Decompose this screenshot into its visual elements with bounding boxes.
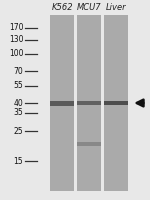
Bar (50, 101, 74, 106)
Text: 15: 15 (14, 156, 23, 166)
Text: 130: 130 (9, 36, 23, 45)
Text: MCU7: MCU7 (77, 3, 102, 12)
Text: 100: 100 (9, 49, 23, 58)
Text: 35: 35 (14, 108, 23, 117)
Bar (104, 15, 128, 191)
Bar (77, 101, 101, 105)
Bar (77, 15, 101, 191)
Text: K562: K562 (51, 3, 73, 12)
Text: 70: 70 (14, 66, 23, 75)
Text: 55: 55 (14, 82, 23, 90)
Text: Liver: Liver (106, 3, 127, 12)
Bar (104, 101, 128, 105)
Bar (50, 15, 74, 191)
Bar (77, 142, 101, 146)
Text: 25: 25 (14, 127, 23, 136)
Text: 170: 170 (9, 23, 23, 32)
Text: 40: 40 (14, 98, 23, 108)
